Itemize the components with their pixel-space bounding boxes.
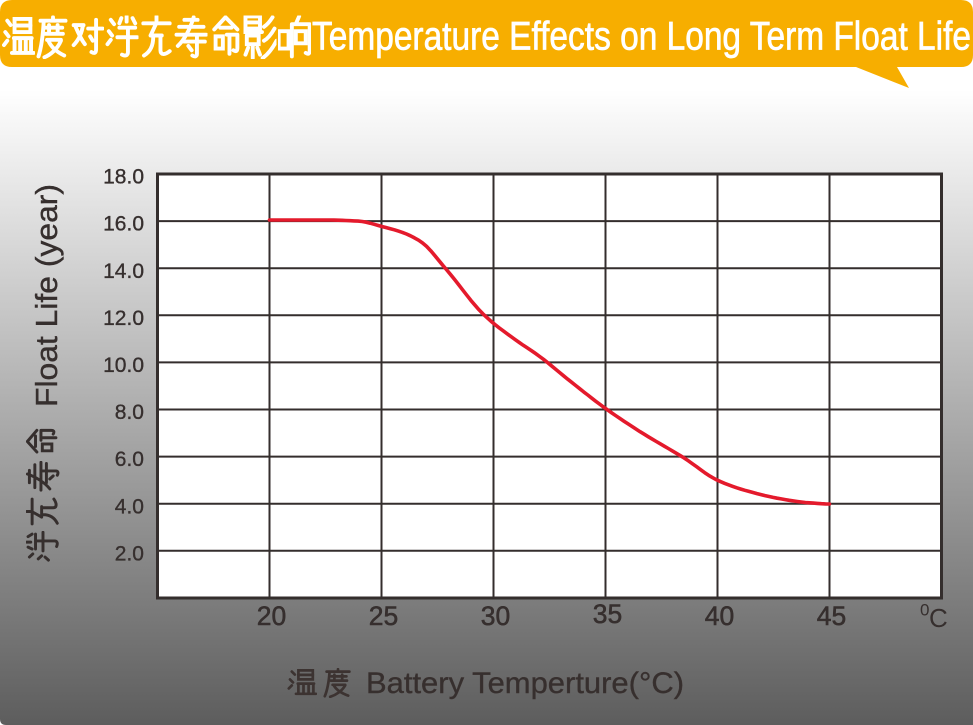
svg-text:6.0: 6.0 <box>115 448 144 471</box>
svg-text:16.0: 16.0 <box>103 213 144 236</box>
svg-text:0: 0 <box>920 601 929 620</box>
svg-text:Battery Temperture(°C): Battery Temperture(°C) <box>366 667 684 700</box>
svg-text:2.0: 2.0 <box>115 542 144 565</box>
svg-text:Temperature Effects on Long Te: Temperature Effects on Long Term Float L… <box>312 15 971 59</box>
svg-text:30: 30 <box>481 601 510 631</box>
svg-text:45: 45 <box>817 601 846 631</box>
svg-text:4.0: 4.0 <box>115 495 144 518</box>
svg-text:20: 20 <box>257 601 286 631</box>
svg-text:Float Life (year): Float Life (year) <box>29 184 64 407</box>
svg-text:14.0: 14.0 <box>103 260 144 283</box>
svg-text:C: C <box>929 603 948 633</box>
svg-text:40: 40 <box>705 601 734 631</box>
svg-text:8.0: 8.0 <box>115 401 144 424</box>
svg-text:12.0: 12.0 <box>103 307 144 330</box>
svg-text:35: 35 <box>593 599 622 629</box>
svg-text:10.0: 10.0 <box>103 354 144 377</box>
svg-text:18.0: 18.0 <box>103 166 144 189</box>
svg-text:25: 25 <box>369 601 398 631</box>
